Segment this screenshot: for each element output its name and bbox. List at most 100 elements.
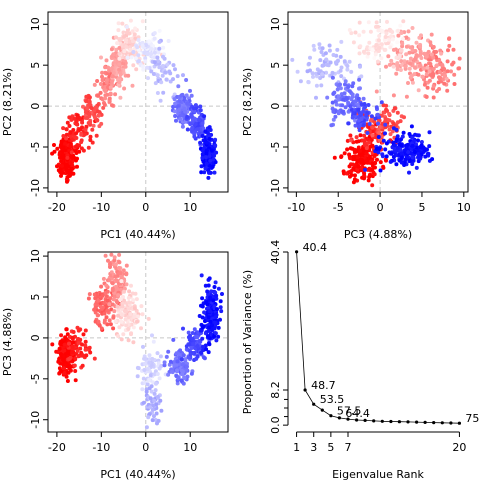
x-tick-label: 1 — [293, 441, 300, 454]
scatter-point — [61, 357, 66, 362]
scatter-point — [347, 164, 352, 169]
scatter-point — [163, 70, 168, 75]
scatter-point — [122, 49, 127, 54]
scatter-point — [394, 71, 399, 76]
scatter-point — [370, 143, 375, 148]
scatter-point — [159, 80, 164, 85]
scatter-point — [381, 165, 386, 170]
scatter-point — [64, 136, 69, 141]
scatter-point — [319, 83, 324, 88]
scatter-point — [387, 111, 392, 116]
scatter-point — [399, 160, 404, 165]
scatter-point — [109, 66, 114, 71]
scatter-point — [405, 142, 410, 147]
scatter-point — [74, 158, 79, 163]
scatter-point — [83, 110, 88, 115]
scatter-point — [202, 356, 207, 361]
scatter-point — [143, 361, 148, 366]
data-point — [329, 414, 333, 418]
scatter-point — [430, 157, 435, 162]
scatter-point — [143, 59, 148, 64]
scatter-point — [192, 134, 197, 139]
scatter-point — [182, 375, 187, 380]
scatter-point — [173, 101, 178, 106]
scatter-point — [108, 85, 113, 90]
scatter-point — [118, 271, 123, 276]
scatter-point — [445, 48, 450, 53]
data-point — [320, 408, 324, 412]
scatter-point — [442, 67, 447, 72]
scatter-point — [374, 157, 379, 162]
scatter-point — [57, 346, 62, 351]
scatter-point — [100, 78, 105, 83]
scatter-point — [212, 326, 217, 331]
scatter-point — [457, 56, 462, 61]
scatter-point — [105, 289, 110, 294]
scatter-point — [80, 120, 85, 125]
scatter-point — [140, 312, 145, 317]
scatter-point — [400, 41, 405, 46]
scatter-point — [121, 268, 126, 273]
x-tick-label: 5 — [327, 441, 334, 454]
scatter-point — [181, 381, 186, 386]
scatter-point — [88, 120, 93, 125]
scatter-point — [175, 368, 180, 373]
scatter-point — [374, 89, 379, 94]
scatter-point — [132, 32, 137, 37]
pca-pc3-vs-pc2-panel: -10 -5 0 5 10 -10 -5 0 5 10 PC3 (4.88%) PC2 (8.21… — [241, 11, 471, 241]
scatter-point — [349, 31, 354, 36]
scatter-point — [99, 284, 104, 289]
scatter-point — [444, 76, 449, 81]
scatter-point — [131, 325, 136, 330]
scatter-point — [115, 287, 120, 292]
scatter-point — [111, 52, 116, 57]
scatter-point — [429, 52, 434, 57]
scatter-point — [391, 155, 396, 160]
scatter-point — [65, 163, 70, 168]
scatter-point — [110, 286, 115, 291]
scatter-point — [143, 56, 148, 61]
scatter-point — [414, 165, 419, 170]
data-point — [457, 421, 461, 425]
scatter-point — [207, 125, 212, 130]
scatter-point — [392, 143, 397, 148]
scatter-point — [298, 79, 303, 84]
scatter-point — [68, 144, 73, 149]
scatter-point — [373, 116, 378, 121]
scatter-point — [437, 58, 442, 63]
scatter-point — [311, 43, 316, 48]
x-tick-label: 5 — [418, 201, 425, 214]
x-tick-label: -5 — [333, 201, 344, 214]
scatter-point — [144, 42, 149, 47]
scatter-point — [128, 312, 133, 317]
y-tick-label: 0 — [269, 103, 282, 110]
scatter-point — [190, 336, 195, 341]
x-tick-label: 10 — [183, 441, 197, 454]
scatter-point — [116, 293, 121, 298]
scatter-point — [150, 333, 155, 338]
scatter-point — [70, 350, 75, 355]
scatter-point — [164, 77, 169, 82]
scatter-point — [116, 28, 121, 33]
scatter-point — [70, 171, 75, 176]
scatter-point — [357, 51, 362, 56]
scatter-point — [107, 318, 112, 323]
scatter-point — [407, 66, 412, 71]
scatter-point — [92, 356, 97, 361]
scatter-point — [407, 50, 412, 55]
scatter-point — [125, 55, 130, 60]
scatter-point — [394, 149, 399, 154]
scatter-point — [105, 308, 110, 313]
scatter-point — [189, 114, 194, 119]
scatter-point — [140, 43, 145, 48]
scatter-point — [410, 143, 415, 148]
scatter-point — [358, 133, 363, 138]
scatter-point — [332, 90, 337, 95]
scatter-point — [104, 283, 109, 288]
scatter-point — [334, 102, 339, 107]
scatter-point — [379, 56, 384, 61]
scatter-point — [410, 162, 415, 167]
scatter-point — [146, 316, 151, 321]
scatter-point — [140, 64, 145, 69]
scatter-point — [107, 278, 112, 283]
